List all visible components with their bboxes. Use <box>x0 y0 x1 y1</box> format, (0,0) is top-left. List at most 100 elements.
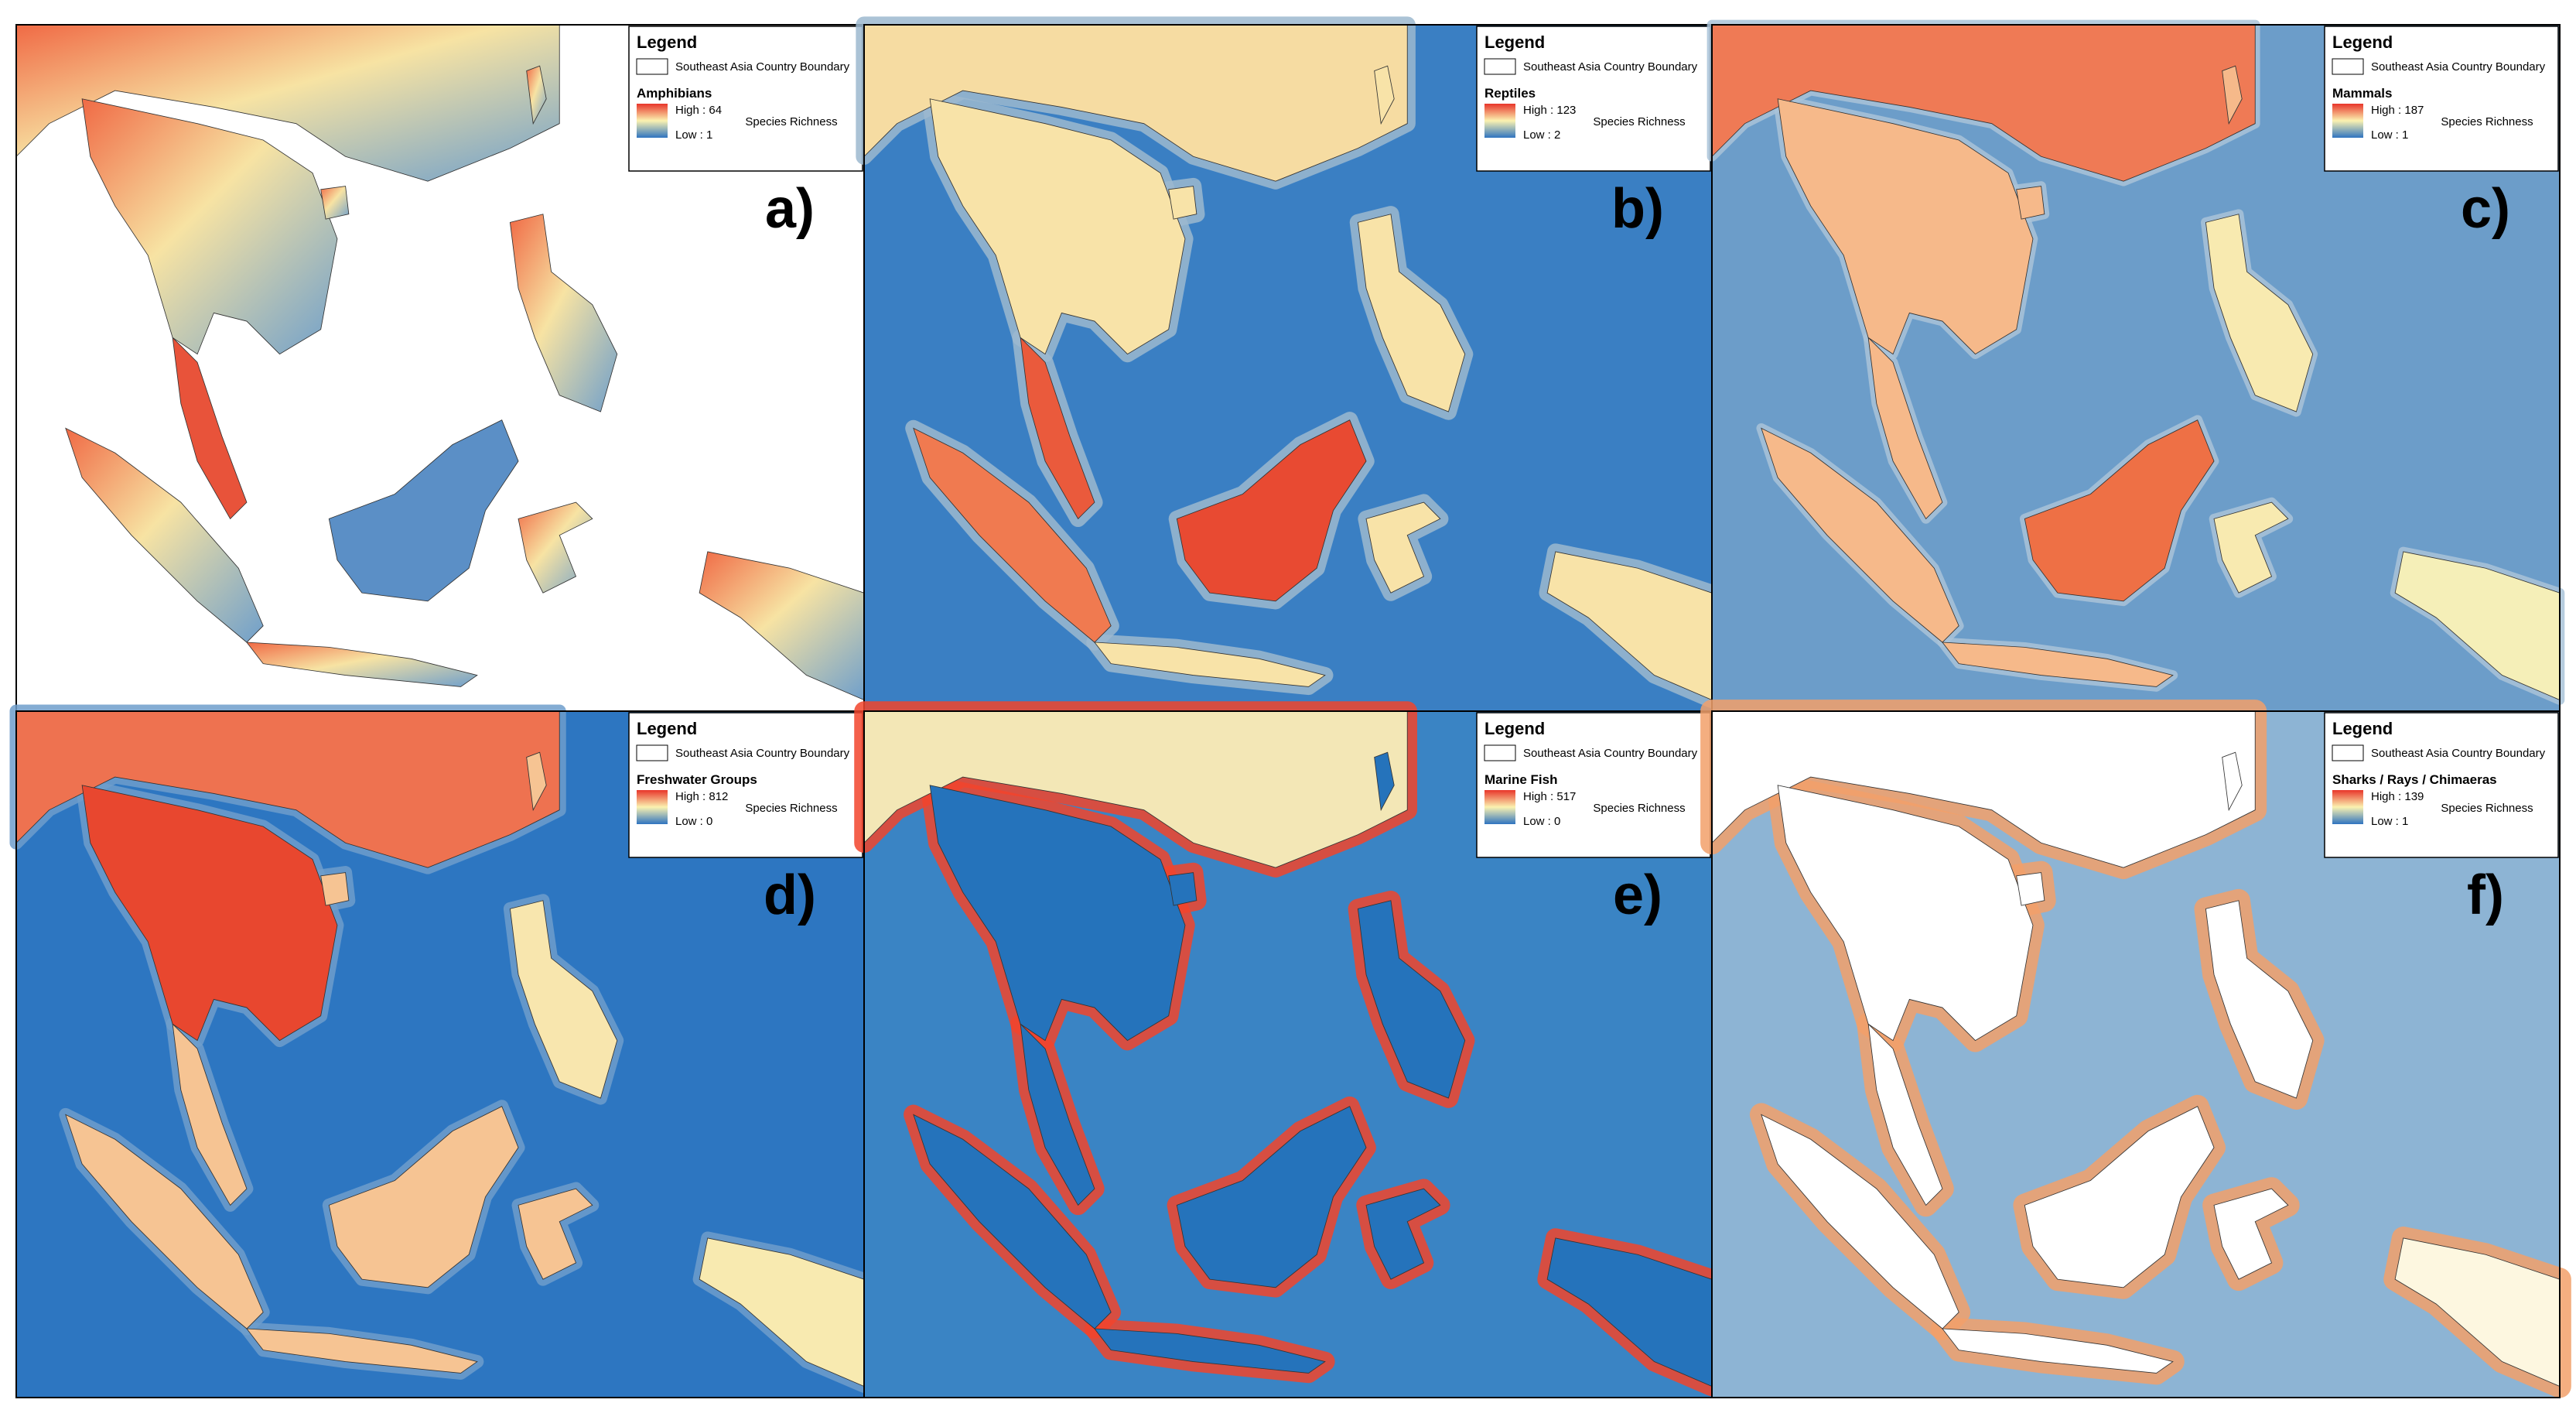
high-label: High : 123 <box>1523 104 1576 117</box>
land-mainland <box>15 24 560 182</box>
boundary-label: Southeast Asia Country Boundary <box>675 747 850 760</box>
land-hainan <box>1168 186 1197 220</box>
low-label: Low : 1 <box>675 128 712 142</box>
land-java <box>246 642 478 687</box>
land-newguinea <box>2394 551 2561 701</box>
panel-letter: f) <box>2467 864 2504 926</box>
land-sulawesi <box>2213 1188 2289 1280</box>
legend: Legend Southeast Asia Country Boundary Rep… <box>1476 26 1711 172</box>
land-philippines <box>509 900 618 1099</box>
ramp-label: Species Richness <box>2441 115 2533 128</box>
land-java <box>1942 642 2174 687</box>
map <box>1707 19 2565 705</box>
land-sulawesi <box>2213 501 2289 594</box>
color-ramp <box>637 790 668 824</box>
panel-letter: a) <box>765 178 815 240</box>
boundary-label: Southeast Asia Country Boundary <box>1523 747 1698 760</box>
panel-letter: e) <box>1613 864 1662 926</box>
boundary-label: Southeast Asia Country Boundary <box>1523 60 1698 74</box>
land-sulawesi <box>518 501 593 594</box>
low-label: Low : 1 <box>2371 128 2408 142</box>
land-indochina <box>929 98 1186 355</box>
panel-border <box>1711 710 2561 1398</box>
boundary-label: Southeast Asia Country Boundary <box>2371 60 2546 74</box>
land-indochina <box>81 98 338 355</box>
land-sumatra <box>65 1114 264 1329</box>
high-label: High : 64 <box>675 104 722 117</box>
color-ramp <box>2332 104 2363 138</box>
ramp-label: Species Richness <box>2441 802 2533 815</box>
map-panel: Legend Southeast Asia Country Boundary Mar… <box>854 701 1722 1398</box>
layer-name: Freshwater Groups <box>637 772 757 787</box>
legend-title: Legend <box>1484 33 1545 52</box>
land-newguinea <box>1546 1237 1713 1387</box>
map-panel: Legend Southeast Asia Country Boundary Fre… <box>9 704 871 1398</box>
layer-name: Mammals <box>2332 86 2392 101</box>
land-philippines <box>1357 900 1466 1099</box>
land-hainan <box>320 872 350 906</box>
legend: Legend Southeast Asia Country Boundary Fre… <box>628 712 863 858</box>
color-ramp <box>2332 790 2363 824</box>
land-java <box>1094 642 1326 687</box>
land-sulawesi <box>1365 501 1441 594</box>
legend-box <box>2324 712 2559 858</box>
land-philippines <box>2205 900 2314 1099</box>
map <box>856 16 1720 709</box>
land-taiwan <box>1374 65 1395 125</box>
color-ramp <box>637 104 668 138</box>
land-taiwan <box>2222 65 2243 125</box>
boundary-swatch <box>2332 744 2364 761</box>
high-label: High : 517 <box>1523 790 1576 803</box>
boundary-label: Southeast Asia Country Boundary <box>2371 747 2546 760</box>
land-philippines <box>2205 214 2314 412</box>
land-java <box>246 1328 478 1374</box>
low-label: Low : 1 <box>2371 815 2408 828</box>
panel-letter: d) <box>764 864 816 926</box>
ramp-label: Species Richness <box>1593 115 1685 128</box>
land-taiwan <box>2222 751 2243 812</box>
land-java <box>1942 1328 2174 1374</box>
ramp-label: Species Richness <box>745 115 837 128</box>
boundary-swatch <box>636 744 668 761</box>
map <box>854 701 1722 1397</box>
land-newguinea <box>699 551 865 701</box>
land-borneo <box>2024 1106 2215 1288</box>
land-peninsula <box>1867 1023 1943 1206</box>
land-newguinea <box>699 1237 865 1387</box>
high-label: High : 187 <box>2371 104 2424 117</box>
land-philippines <box>1357 214 1466 412</box>
layer-name: Amphibians <box>637 86 712 101</box>
legend-box <box>1476 712 1711 858</box>
low-label: Low : 0 <box>675 815 712 828</box>
boundary-swatch <box>1484 744 1516 761</box>
land-java <box>1094 1328 1326 1374</box>
legend: Legend Southeast Asia Country Boundary Sha… <box>2324 712 2559 858</box>
land-hainan <box>2016 186 2045 220</box>
land-newguinea <box>1546 551 1713 701</box>
layer-name: Sharks / Rays / Chimaeras <box>2332 772 2497 787</box>
land-newguinea <box>2394 1237 2561 1387</box>
ramp-label: Species Richness <box>1593 802 1685 815</box>
legend-box <box>1476 26 1711 172</box>
legend-box <box>628 26 863 172</box>
land-borneo <box>2024 419 2215 602</box>
land-peninsula <box>1020 1023 1095 1206</box>
legend-title: Legend <box>1484 719 1545 738</box>
land-sulawesi <box>1365 1188 1441 1280</box>
land-sumatra <box>1761 427 1959 643</box>
legend-title: Legend <box>637 719 697 738</box>
land-borneo <box>328 419 519 602</box>
low-label: Low : 2 <box>1523 128 1560 142</box>
boundary-label: Southeast Asia Country Boundary <box>675 60 850 74</box>
land-sulawesi <box>518 1188 593 1280</box>
land-indochina <box>1777 98 2034 355</box>
map-panel: Legend Southeast Asia Country Boundary Rep… <box>856 16 1720 712</box>
map <box>15 24 865 701</box>
high-label: High : 139 <box>2371 790 2424 803</box>
land-sumatra <box>65 427 264 643</box>
land-hainan <box>2016 872 2045 906</box>
land-peninsula <box>1867 337 1943 520</box>
land-hainan <box>1168 872 1197 906</box>
